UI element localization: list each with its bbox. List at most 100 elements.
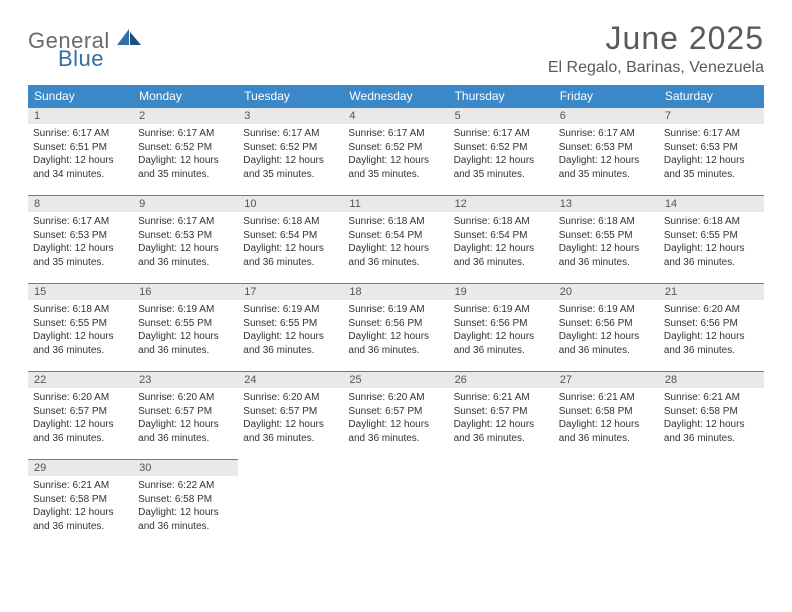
sunrise-line: Sunrise: 6:20 AM	[33, 391, 128, 405]
day-number: 12	[449, 196, 554, 212]
day-number: 17	[238, 284, 343, 300]
week-row: 22Sunrise: 6:20 AMSunset: 6:57 PMDayligh…	[28, 372, 764, 460]
week-row: 1Sunrise: 6:17 AMSunset: 6:51 PMDaylight…	[28, 108, 764, 196]
sunrise-line: Sunrise: 6:20 AM	[664, 303, 759, 317]
day-number: 4	[343, 108, 448, 124]
daylight-line: Daylight: 12 hours and 36 minutes.	[243, 418, 338, 445]
day-cell: 21Sunrise: 6:20 AMSunset: 6:56 PMDayligh…	[659, 284, 764, 372]
day-body: Sunrise: 6:17 AMSunset: 6:53 PMDaylight:…	[554, 124, 659, 183]
day-number: 20	[554, 284, 659, 300]
weekday-header: Sunday	[28, 85, 133, 108]
sunrise-line: Sunrise: 6:18 AM	[348, 215, 443, 229]
logo-sail-icon	[115, 27, 143, 52]
day-body: Sunrise: 6:17 AMSunset: 6:52 PMDaylight:…	[343, 124, 448, 183]
day-number: 26	[449, 372, 554, 388]
day-cell	[238, 460, 343, 548]
daylight-line: Daylight: 12 hours and 36 minutes.	[33, 506, 128, 533]
weekday-header: Thursday	[449, 85, 554, 108]
sunrise-line: Sunrise: 6:19 AM	[138, 303, 233, 317]
daylight-line: Daylight: 12 hours and 35 minutes.	[454, 154, 549, 181]
day-number: 6	[554, 108, 659, 124]
day-cell: 1Sunrise: 6:17 AMSunset: 6:51 PMDaylight…	[28, 108, 133, 196]
day-cell: 8Sunrise: 6:17 AMSunset: 6:53 PMDaylight…	[28, 196, 133, 284]
day-cell: 20Sunrise: 6:19 AMSunset: 6:56 PMDayligh…	[554, 284, 659, 372]
sunset-line: Sunset: 6:56 PM	[454, 317, 549, 331]
daylight-line: Daylight: 12 hours and 35 minutes.	[243, 154, 338, 181]
day-number: 9	[133, 196, 238, 212]
day-cell: 25Sunrise: 6:20 AMSunset: 6:57 PMDayligh…	[343, 372, 448, 460]
day-cell: 11Sunrise: 6:18 AMSunset: 6:54 PMDayligh…	[343, 196, 448, 284]
day-cell	[659, 460, 764, 548]
daylight-line: Daylight: 12 hours and 36 minutes.	[559, 242, 654, 269]
sunrise-line: Sunrise: 6:18 AM	[664, 215, 759, 229]
day-body: Sunrise: 6:18 AMSunset: 6:54 PMDaylight:…	[238, 212, 343, 271]
sunrise-line: Sunrise: 6:18 AM	[243, 215, 338, 229]
location-text: El Regalo, Barinas, Venezuela	[548, 59, 764, 77]
sunset-line: Sunset: 6:56 PM	[664, 317, 759, 331]
sunset-line: Sunset: 6:52 PM	[138, 141, 233, 155]
sunrise-line: Sunrise: 6:17 AM	[664, 127, 759, 141]
day-number: 23	[133, 372, 238, 388]
weekday-header: Friday	[554, 85, 659, 108]
day-number: 7	[659, 108, 764, 124]
daylight-line: Daylight: 12 hours and 36 minutes.	[138, 418, 233, 445]
sunset-line: Sunset: 6:53 PM	[138, 229, 233, 243]
sunset-line: Sunset: 6:58 PM	[138, 493, 233, 507]
day-number: 5	[449, 108, 554, 124]
sunset-line: Sunset: 6:58 PM	[33, 493, 128, 507]
day-cell: 3Sunrise: 6:17 AMSunset: 6:52 PMDaylight…	[238, 108, 343, 196]
day-body: Sunrise: 6:21 AMSunset: 6:58 PMDaylight:…	[554, 388, 659, 447]
day-cell: 15Sunrise: 6:18 AMSunset: 6:55 PMDayligh…	[28, 284, 133, 372]
sunrise-line: Sunrise: 6:21 AM	[559, 391, 654, 405]
sunrise-line: Sunrise: 6:17 AM	[348, 127, 443, 141]
sunset-line: Sunset: 6:53 PM	[664, 141, 759, 155]
day-cell	[343, 460, 448, 548]
day-number: 29	[28, 460, 133, 476]
daylight-line: Daylight: 12 hours and 36 minutes.	[243, 330, 338, 357]
daylight-line: Daylight: 12 hours and 36 minutes.	[559, 418, 654, 445]
day-cell: 27Sunrise: 6:21 AMSunset: 6:58 PMDayligh…	[554, 372, 659, 460]
day-cell: 29 Sunrise: 6:21 AMSunset: 6:58 PMDayligh…	[28, 460, 133, 548]
day-cell: 9Sunrise: 6:17 AMSunset: 6:53 PMDaylight…	[133, 196, 238, 284]
sunrise-line: Sunrise: 6:21 AM	[664, 391, 759, 405]
sunset-line: Sunset: 6:52 PM	[348, 141, 443, 155]
day-body: Sunrise: 6:20 AMSunset: 6:57 PMDaylight:…	[343, 388, 448, 447]
daylight-line: Daylight: 12 hours and 35 minutes.	[348, 154, 443, 181]
weekday-header: Tuesday	[238, 85, 343, 108]
day-body: Sunrise: 6:18 AMSunset: 6:55 PMDaylight:…	[659, 212, 764, 271]
day-cell: 22Sunrise: 6:20 AMSunset: 6:57 PMDayligh…	[28, 372, 133, 460]
daylight-line: Daylight: 12 hours and 35 minutes.	[33, 242, 128, 269]
sunset-line: Sunset: 6:55 PM	[559, 229, 654, 243]
day-cell: 13Sunrise: 6:18 AMSunset: 6:55 PMDayligh…	[554, 196, 659, 284]
sunset-line: Sunset: 6:54 PM	[454, 229, 549, 243]
day-number: 27	[554, 372, 659, 388]
day-body: Sunrise: 6:19 AMSunset: 6:55 PMDaylight:…	[133, 300, 238, 359]
day-cell: 24Sunrise: 6:20 AMSunset: 6:57 PMDayligh…	[238, 372, 343, 460]
sunset-line: Sunset: 6:55 PM	[138, 317, 233, 331]
day-cell: 4Sunrise: 6:17 AMSunset: 6:52 PMDaylight…	[343, 108, 448, 196]
day-body: Sunrise: 6:17 AMSunset: 6:52 PMDaylight:…	[133, 124, 238, 183]
day-number: 24	[238, 372, 343, 388]
sunrise-line: Sunrise: 6:19 AM	[454, 303, 549, 317]
sunset-line: Sunset: 6:57 PM	[33, 405, 128, 419]
sunset-line: Sunset: 6:55 PM	[33, 317, 128, 331]
logo-text-blue: Blue	[58, 46, 104, 71]
daylight-line: Daylight: 12 hours and 36 minutes.	[138, 506, 233, 533]
week-row: 8Sunrise: 6:17 AMSunset: 6:53 PMDaylight…	[28, 196, 764, 284]
weekday-header: Saturday	[659, 85, 764, 108]
sunrise-line: Sunrise: 6:18 AM	[559, 215, 654, 229]
sunrise-line: Sunrise: 6:17 AM	[454, 127, 549, 141]
sunset-line: Sunset: 6:53 PM	[33, 229, 128, 243]
daylight-line: Daylight: 12 hours and 35 minutes.	[664, 154, 759, 181]
day-number: 14	[659, 196, 764, 212]
day-body: Sunrise: 6:18 AMSunset: 6:55 PMDaylight:…	[554, 212, 659, 271]
month-title: June 2025	[548, 20, 764, 57]
day-cell: 26Sunrise: 6:21 AMSunset: 6:57 PMDayligh…	[449, 372, 554, 460]
day-cell	[554, 460, 659, 548]
day-body: Sunrise: 6:18 AMSunset: 6:54 PMDaylight:…	[343, 212, 448, 271]
sunrise-line: Sunrise: 6:21 AM	[33, 479, 128, 493]
sunset-line: Sunset: 6:54 PM	[243, 229, 338, 243]
daylight-line: Daylight: 12 hours and 36 minutes.	[348, 242, 443, 269]
day-body: Sunrise: 6:17 AMSunset: 6:52 PMDaylight:…	[238, 124, 343, 183]
sunrise-line: Sunrise: 6:17 AM	[243, 127, 338, 141]
